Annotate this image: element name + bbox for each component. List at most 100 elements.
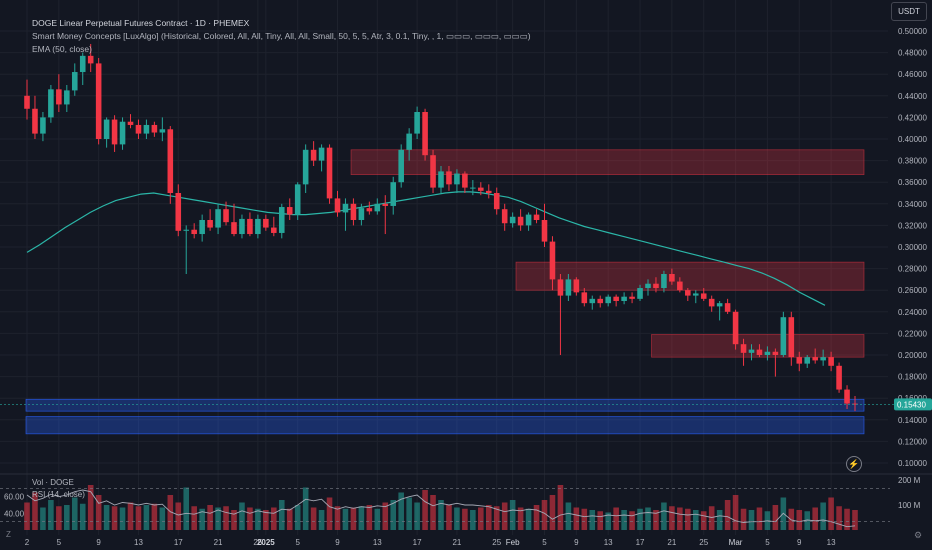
x-tick-label: 9 — [335, 538, 340, 547]
candle-body — [350, 203, 357, 220]
candle-body — [549, 241, 556, 280]
indicator-smc-label[interactable]: Smart Money Concepts [LuxAlgo] (Historic… — [32, 31, 531, 41]
volume-bar — [509, 500, 516, 530]
volume-bar — [247, 507, 253, 530]
chart-title: DOGE Linear Perpetual Futures Contract ·… — [32, 18, 250, 28]
candle-body — [605, 296, 611, 304]
candle-body — [87, 55, 94, 64]
x-tick-label: 5 — [57, 538, 62, 547]
volume-bar — [191, 506, 197, 530]
candle-body — [645, 283, 651, 289]
volume-bar — [382, 502, 389, 530]
candle-body — [183, 229, 190, 231]
candle-body — [844, 389, 850, 404]
candle-body — [48, 89, 54, 118]
candle-body — [485, 190, 492, 193]
candle-body — [127, 121, 134, 125]
currency-button[interactable]: USDT — [891, 2, 927, 21]
indicator-ema-label[interactable]: EMA (50, close) — [32, 44, 92, 54]
volume-bar — [661, 502, 667, 530]
x-tick-label: 9 — [96, 538, 101, 547]
order-block-bullish — [25, 398, 865, 412]
candle-body — [223, 209, 229, 223]
x-tick-label: Feb — [506, 538, 520, 547]
volume-bar — [342, 508, 349, 530]
rsi-line — [26, 489, 856, 528]
volume-bar — [294, 505, 301, 530]
candle-body — [438, 171, 444, 188]
rsi-label[interactable]: RSI (14, close) — [32, 490, 85, 499]
volume-bar — [653, 510, 659, 530]
candle-body — [581, 292, 588, 304]
candle-body — [191, 229, 197, 235]
candle-body — [167, 129, 174, 193]
x-tick-label: 17 — [413, 538, 422, 547]
x-tick-label: 13 — [827, 538, 836, 547]
volume-bar — [692, 510, 699, 530]
candle-body — [708, 298, 715, 307]
volume-bar — [621, 510, 627, 530]
candle-body — [64, 90, 70, 105]
candle-body — [613, 296, 619, 301]
candle-body — [685, 290, 691, 296]
volume-bar — [151, 503, 158, 530]
volume-bar — [318, 510, 325, 530]
volume-bar — [700, 511, 707, 530]
volume-bar — [127, 502, 134, 530]
candle-body — [342, 203, 349, 213]
volume-bar — [24, 502, 30, 530]
candle-body — [748, 349, 755, 353]
candle-body — [398, 149, 404, 183]
candle-body — [501, 209, 508, 224]
candle-body — [852, 403, 858, 405]
candle-body — [215, 209, 221, 228]
candle-body — [756, 349, 763, 355]
rsi-axis-label: 60.00 — [4, 493, 25, 502]
volume-bar — [645, 507, 651, 530]
candle-body — [573, 279, 580, 293]
candle-body — [414, 112, 420, 134]
volume-label[interactable]: Vol · DOGE — [32, 478, 74, 487]
volume-bar — [517, 507, 524, 530]
volume-bar — [358, 506, 365, 530]
lightning-icon[interactable]: ⚡ — [846, 456, 862, 472]
x-tick-label: 9 — [574, 538, 579, 547]
settings-icon[interactable]: ⚙ — [914, 530, 923, 540]
candle-body — [772, 351, 779, 355]
candle-body — [207, 220, 213, 228]
current-price-label: 0.15430 — [897, 400, 926, 409]
current-price-tag — [894, 398, 932, 411]
volume-bar — [143, 505, 150, 530]
volume-bar — [732, 495, 739, 530]
volume-bar — [557, 485, 564, 530]
volume-bar — [239, 502, 245, 530]
volume-bar — [103, 505, 110, 530]
candle-body — [804, 357, 811, 364]
x-tick-label: 13 — [373, 538, 382, 547]
x-tick-label: 5 — [542, 538, 547, 547]
ema-50-line — [26, 191, 826, 306]
order-block-bearish — [350, 149, 865, 175]
candle-body — [740, 344, 747, 353]
volume-bar — [255, 508, 261, 530]
candle-body — [446, 171, 452, 185]
z-icon[interactable]: Z — [6, 530, 11, 539]
candle-body — [302, 149, 309, 185]
volume-bar — [414, 502, 420, 530]
price-tick-label: 0.22000 — [898, 329, 927, 338]
candle-body — [589, 298, 596, 304]
volume-bar — [223, 506, 229, 530]
price-tick-label: 0.44000 — [898, 92, 927, 101]
volume-bar — [79, 503, 86, 530]
candle-body — [525, 214, 532, 226]
price-tick-label: 0.48000 — [898, 49, 927, 58]
volume-bar — [366, 505, 373, 530]
candle-body — [159, 129, 166, 133]
volume-bar — [310, 507, 317, 530]
candle-body — [692, 293, 699, 296]
volume-bar — [430, 495, 436, 530]
x-tick-label: 9 — [797, 538, 802, 547]
order-block-bearish — [651, 334, 865, 358]
volume-bar — [231, 510, 237, 530]
